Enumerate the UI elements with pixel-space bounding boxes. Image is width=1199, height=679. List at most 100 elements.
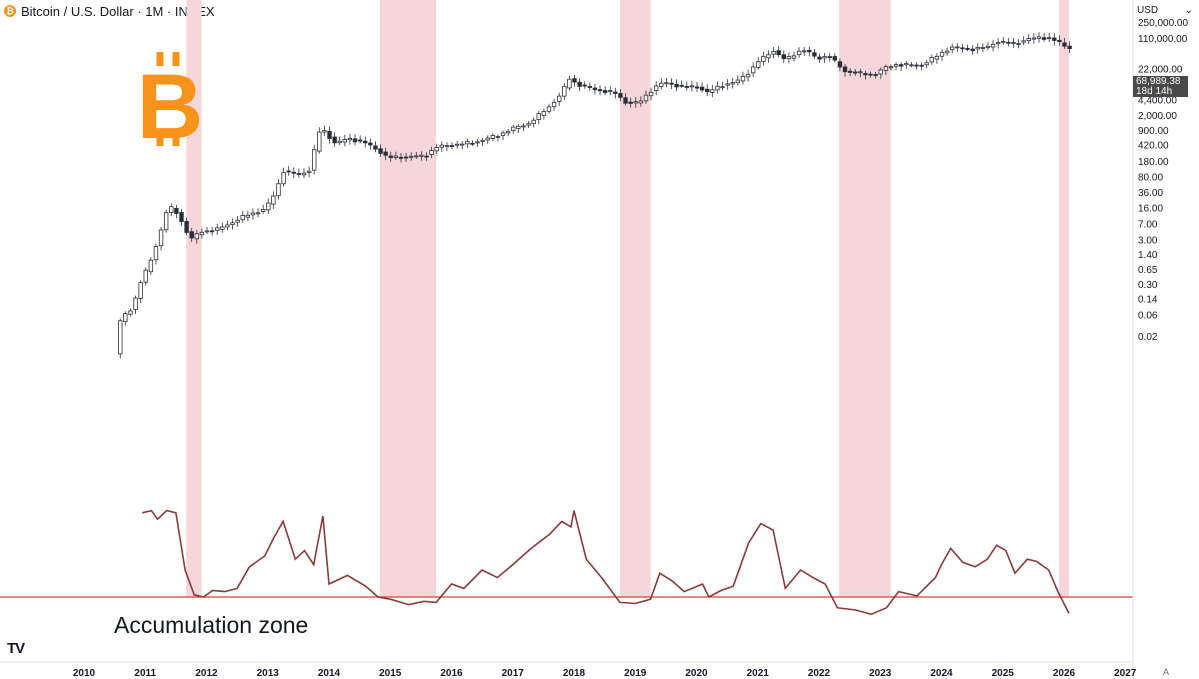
currency-selector[interactable]: USD ⌄ [1133, 2, 1197, 19]
candle [133, 295, 138, 314]
candle [184, 217, 189, 235]
price-axis[interactable]: 250,000.00110,000.0022,000.0010,000.004,… [1138, 18, 1188, 343]
candle [766, 50, 771, 63]
candle [215, 223, 220, 236]
candle [337, 136, 342, 146]
candle [847, 68, 853, 77]
candle [633, 97, 638, 108]
candle [138, 279, 143, 304]
price-tick-label: 16.00 [1138, 203, 1163, 214]
candle [342, 134, 348, 147]
candle [761, 51, 766, 66]
candle [878, 67, 883, 79]
price-tick-label: 2,000.00 [1138, 111, 1177, 122]
candle [516, 123, 521, 134]
candle [281, 167, 286, 187]
candle [480, 137, 485, 147]
year-tick-label: 2021 [747, 668, 770, 679]
candle [909, 62, 914, 68]
candle [541, 108, 547, 120]
candle [745, 69, 751, 82]
price-tick-label: 22,000.00 [1138, 65, 1183, 76]
candle [756, 57, 761, 70]
candle [460, 140, 465, 150]
candle [403, 152, 409, 163]
candle [378, 144, 383, 157]
candle [689, 80, 695, 92]
candle [276, 178, 281, 200]
candle [179, 208, 184, 226]
candle [725, 79, 730, 90]
year-tick-label: 2022 [808, 668, 831, 679]
price-tick-label: 36.00 [1138, 188, 1163, 199]
candle [720, 81, 725, 91]
candle [429, 146, 434, 158]
year-tick-label: 2026 [1053, 668, 1076, 679]
candle [674, 79, 679, 92]
candle [822, 53, 827, 63]
candle [577, 78, 582, 92]
candle [684, 81, 690, 91]
candle [291, 167, 296, 178]
candle [1052, 33, 1057, 46]
candle [424, 152, 429, 161]
candle [898, 62, 904, 71]
candle [582, 81, 587, 89]
candle [439, 141, 445, 152]
year-tick-label: 2024 [930, 668, 953, 679]
year-tick-label: 2010 [73, 668, 96, 679]
candle [771, 47, 776, 59]
candle [842, 63, 848, 77]
candle [128, 308, 133, 317]
candle [317, 127, 322, 154]
candle [536, 110, 541, 125]
candle [546, 103, 552, 114]
candle [266, 198, 271, 215]
candle [255, 208, 261, 218]
candle [985, 42, 991, 51]
candle [837, 58, 843, 72]
price-tick-label: 1.40 [1138, 250, 1158, 261]
candle [868, 71, 873, 78]
candle [781, 50, 786, 64]
candle [710, 84, 715, 98]
price-tick-label: 110,000.00 [1138, 34, 1188, 45]
candle [511, 124, 516, 134]
candle [286, 166, 291, 176]
candle [220, 222, 225, 233]
candle [597, 85, 603, 96]
candle [260, 204, 266, 214]
candle [735, 75, 741, 86]
year-tick-label: 2020 [685, 668, 708, 679]
candle [485, 135, 490, 144]
candle [1031, 33, 1037, 44]
candle [449, 142, 455, 150]
candle [801, 46, 807, 56]
candle [730, 77, 735, 89]
candle [944, 47, 950, 56]
candle [807, 46, 812, 57]
candle [995, 38, 1001, 49]
candle [955, 43, 960, 52]
price-tick-label: 250,000.00 [1138, 18, 1188, 29]
accumulation-zone-label: Accumulation zone [114, 612, 308, 638]
candle [419, 151, 424, 161]
candle [235, 215, 240, 227]
tradingview-logo-icon[interactable]: TV [7, 640, 25, 657]
candle [562, 83, 567, 100]
time-axis[interactable]: 2010 2011 2012 2013 2014 2015 2016 2017 2018 2019… [73, 668, 1137, 679]
year-tick-label: 2027 [1114, 668, 1137, 679]
auto-scale-button[interactable]: A [1163, 667, 1170, 677]
candle [950, 43, 955, 54]
candle [618, 89, 623, 102]
candle [863, 70, 868, 80]
candle [1046, 32, 1052, 42]
candle [715, 81, 720, 94]
candle [1062, 38, 1067, 49]
oscillator-line [142, 509, 1070, 616]
candle [960, 44, 965, 53]
candle [873, 71, 878, 79]
price-tick-label: 7.00 [1138, 219, 1158, 230]
candle [240, 211, 245, 223]
